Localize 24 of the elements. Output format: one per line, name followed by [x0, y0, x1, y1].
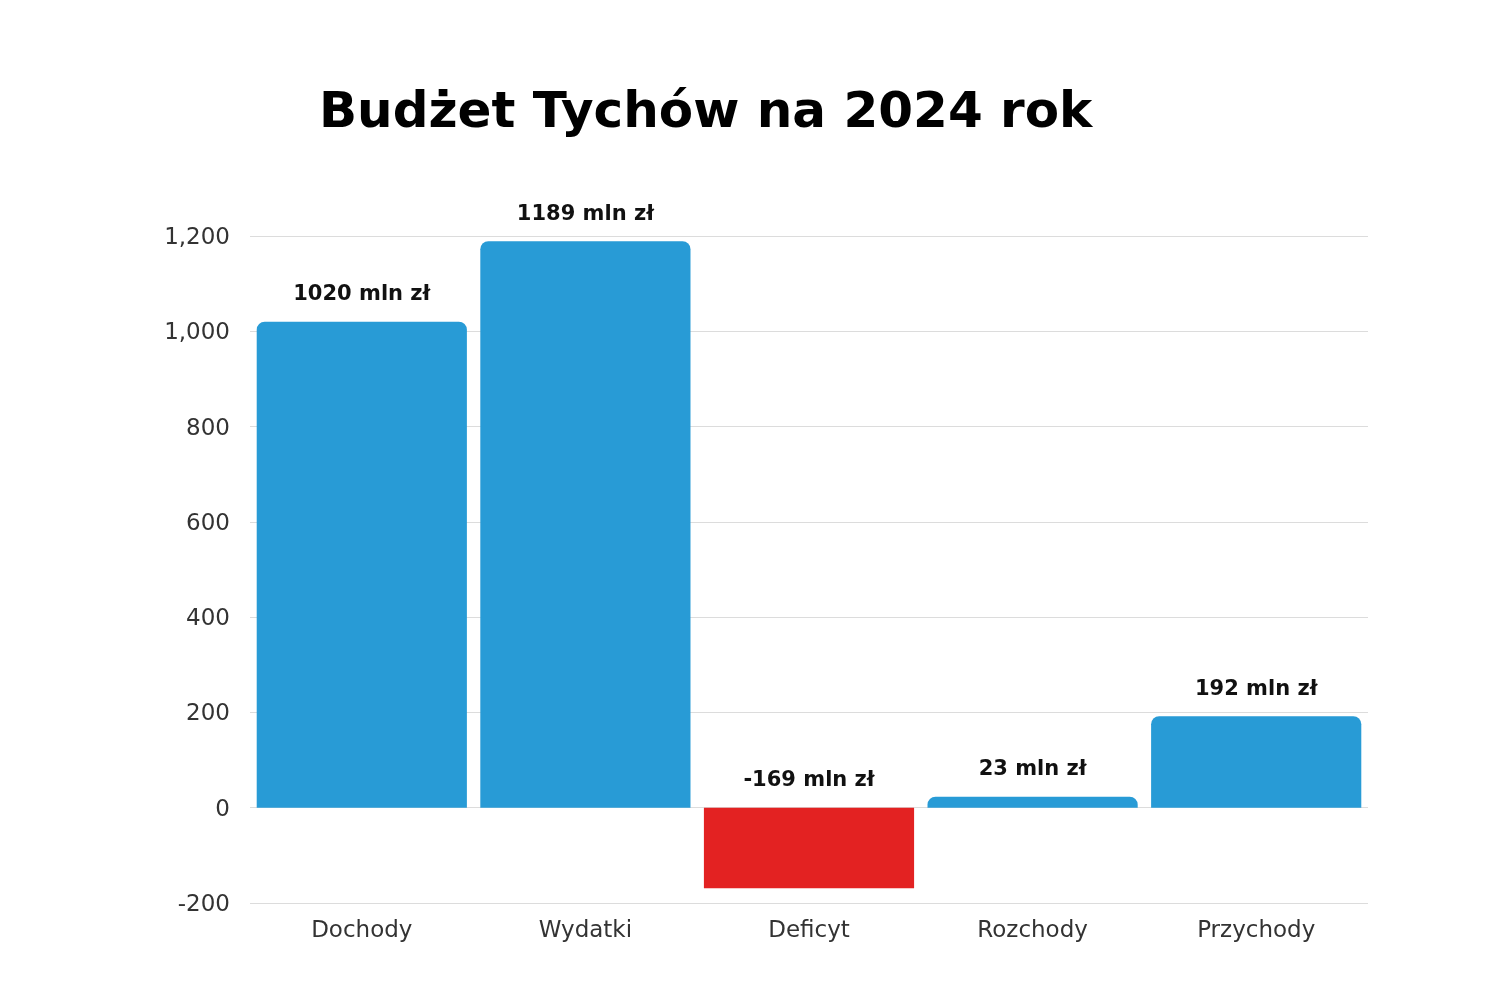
bar	[480, 241, 691, 808]
x-tick-label: Wydatki	[538, 915, 633, 942]
y-tick-label: -200	[177, 890, 230, 916]
data-label: 1020 mln zł	[293, 281, 432, 306]
bar	[256, 321, 467, 808]
x-tick-label: Deficyt	[768, 915, 850, 942]
y-tick-label: 800	[186, 413, 230, 440]
y-tick-label: 1,000	[164, 318, 230, 345]
x-tick-label: Dochody	[311, 915, 413, 942]
y-tick-label: 400	[186, 604, 230, 631]
bar	[703, 807, 915, 889]
y-tick-label: 1,200	[164, 223, 230, 249]
data-label: -169 mln zł	[743, 767, 876, 792]
x-tick-label: Rozchody	[977, 915, 1088, 942]
chart-title: Budżet Tychów na 2024 rok	[319, 81, 1095, 139]
y-tick-label: 600	[186, 508, 230, 535]
y-tick-label: 200	[186, 699, 230, 726]
data-label: 23 mln zł	[978, 756, 1088, 781]
y-tick-label: 0	[215, 794, 230, 821]
data-label: 1189 mln zł	[516, 200, 656, 225]
bar	[927, 796, 1138, 808]
x-tick-label: Przychody	[1197, 915, 1316, 942]
bar	[1151, 716, 1362, 808]
data-label: 192 mln zł	[1194, 675, 1319, 700]
